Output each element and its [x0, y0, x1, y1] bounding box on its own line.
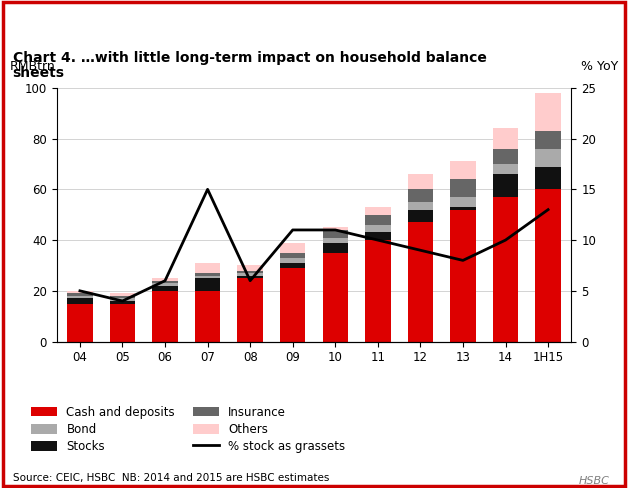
Bar	[535, 166, 561, 189]
Bar	[450, 162, 476, 179]
Bar	[450, 207, 476, 210]
Text: Chart 4. …with little long-term impact on household balance: Chart 4. …with little long-term impact o…	[13, 51, 487, 65]
Bar	[152, 291, 178, 342]
Bar	[67, 299, 93, 304]
Bar	[450, 179, 476, 197]
Bar	[110, 293, 135, 296]
Bar	[280, 258, 305, 263]
Bar	[237, 276, 263, 278]
Text: Source: CEIC, HSBC  NB: 2014 and 2015 are HSBC estimates: Source: CEIC, HSBC NB: 2014 and 2015 are…	[13, 473, 329, 483]
Bar	[450, 197, 476, 207]
Bar	[408, 202, 433, 210]
Bar	[323, 253, 348, 342]
Bar	[280, 253, 305, 258]
Bar	[110, 301, 135, 304]
Bar	[493, 149, 518, 164]
Bar	[323, 230, 348, 238]
Bar	[237, 273, 263, 276]
Bar	[493, 197, 518, 342]
Bar	[365, 225, 391, 232]
Bar	[323, 243, 348, 253]
Bar	[195, 278, 220, 291]
Bar	[67, 291, 93, 293]
Bar	[535, 131, 561, 149]
Bar	[237, 278, 263, 342]
Text: % YoY: % YoY	[580, 60, 618, 73]
Bar	[493, 174, 518, 197]
Bar	[493, 164, 518, 174]
Text: RMBtrn: RMBtrn	[10, 60, 56, 73]
Bar	[110, 299, 135, 301]
Bar	[152, 281, 178, 283]
Bar	[280, 268, 305, 342]
Bar	[152, 283, 178, 286]
Bar	[195, 291, 220, 342]
Bar	[535, 93, 561, 131]
Bar	[280, 263, 305, 268]
Bar	[195, 263, 220, 273]
Bar	[408, 223, 433, 342]
Bar	[237, 270, 263, 273]
Bar	[323, 227, 348, 230]
Bar	[195, 273, 220, 276]
Bar	[408, 210, 433, 223]
Bar	[323, 238, 348, 243]
Bar	[152, 286, 178, 291]
Bar	[237, 265, 263, 270]
Bar	[67, 296, 93, 299]
Bar	[408, 174, 433, 189]
Bar	[493, 128, 518, 149]
Bar	[365, 215, 391, 225]
Text: HSBC: HSBC	[578, 476, 609, 486]
Bar	[450, 210, 476, 342]
Bar	[110, 296, 135, 299]
Bar	[365, 207, 391, 215]
Text: sheets: sheets	[13, 66, 65, 80]
Bar	[535, 189, 561, 342]
Bar	[110, 304, 135, 342]
Bar	[535, 149, 561, 166]
Legend: Cash and deposits, Bond, Stocks, Insurance, Others, % stock as grassets: Cash and deposits, Bond, Stocks, Insuran…	[31, 406, 345, 453]
Bar	[67, 304, 93, 342]
Bar	[152, 278, 178, 281]
Bar	[67, 293, 93, 296]
Bar	[365, 240, 391, 342]
Bar	[365, 232, 391, 240]
Bar	[408, 189, 433, 202]
Bar	[280, 243, 305, 253]
Bar	[195, 276, 220, 278]
